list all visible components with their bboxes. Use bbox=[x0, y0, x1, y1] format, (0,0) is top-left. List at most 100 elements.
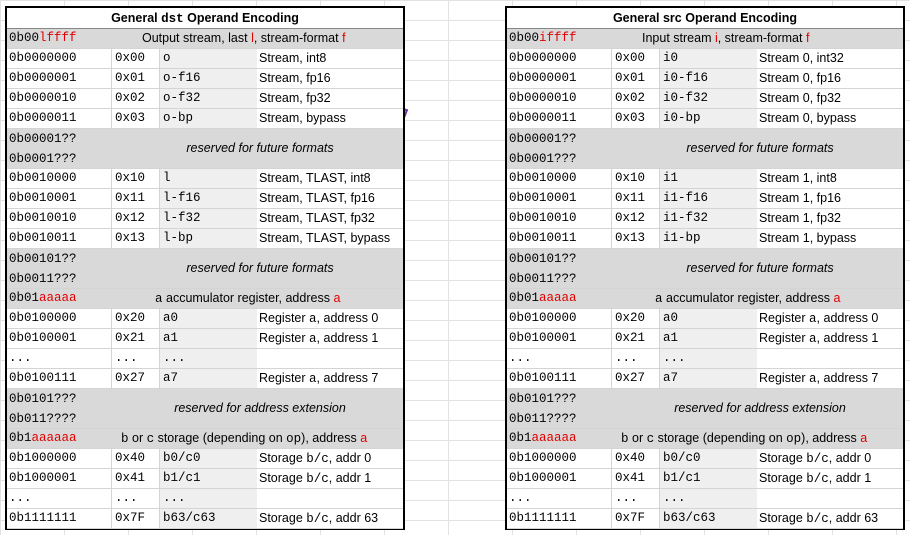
binary-code: ... bbox=[9, 491, 32, 505]
desc-text: , address 0 bbox=[316, 311, 379, 325]
binary-code: 0b0010001 bbox=[509, 191, 577, 205]
encoding-row: 0b1111111 0x7F b63/c63 Storage b/c, addr 63 bbox=[507, 509, 903, 529]
encoding-row: 0b0100000 0x20 a0 Register a, address 0 bbox=[507, 309, 903, 329]
desc-text: Storage bbox=[259, 471, 307, 485]
binary-code: 0b0010000 bbox=[509, 171, 577, 185]
hex-code: 0x7F bbox=[111, 509, 145, 528]
title-text: General bbox=[111, 11, 162, 25]
binary-code: 0b0100001 bbox=[509, 331, 577, 345]
desc-code: b bbox=[621, 432, 629, 446]
desc-code: b/c bbox=[306, 512, 329, 526]
desc-variable: a bbox=[333, 291, 341, 305]
description: Stream, TLAST, bypass bbox=[259, 231, 391, 245]
mnemonic: i0-bp bbox=[659, 109, 757, 128]
encoding-row: 0b0000000 0x00 i0 Stream 0, int32 bbox=[507, 49, 903, 69]
binary-code: 0b1000000 bbox=[9, 451, 77, 465]
desc-code: a bbox=[309, 312, 317, 326]
binary-code: 0b0000010 bbox=[509, 91, 577, 105]
desc-text: Register bbox=[259, 311, 310, 325]
description: Stream, TLAST, fp32 bbox=[259, 211, 375, 225]
mnemonic: i0 bbox=[659, 49, 757, 68]
binary-range: 0b011???? bbox=[9, 412, 77, 426]
binary-prefix: 0b01 bbox=[509, 291, 540, 305]
binary-code: 0b0000000 bbox=[9, 51, 77, 65]
desc-text: , addr 1 bbox=[328, 471, 372, 485]
title-text: General src Operand Encoding bbox=[612, 11, 798, 25]
desc-text: Storage bbox=[759, 471, 807, 485]
mnemonic: i1-bp bbox=[659, 229, 757, 248]
binary-range: 0b0001??? bbox=[9, 152, 77, 166]
mnemonic: o-f32 bbox=[159, 89, 257, 108]
description: Stream, bypass bbox=[259, 111, 346, 125]
binary-code: 0b0010001 bbox=[9, 191, 77, 205]
mnemonic: a7 bbox=[659, 369, 757, 388]
encoding-row: 0b1000001 0x41 b1/c1 Storage b/c, addr 1 bbox=[507, 469, 903, 489]
desc-text: , addr 1 bbox=[828, 471, 872, 485]
hex-code: 0x10 bbox=[111, 169, 145, 188]
encoding-row: 0b0100000 0x20 a0 Register a, address 0 bbox=[7, 309, 403, 329]
encoding-row: 0b0010011 0x13 l-bp Stream, TLAST, bypass bbox=[7, 229, 403, 249]
hex-code: 0x01 bbox=[111, 69, 145, 88]
binary-range: 0b0001??? bbox=[509, 152, 577, 166]
description: Stream 0, int32 bbox=[759, 51, 844, 65]
encoding-row: 0b0010010 0x12 i1-f32 Stream 1, fp32 bbox=[507, 209, 903, 229]
desc-text: Storage bbox=[759, 511, 807, 525]
binary-range: 0b00001?? bbox=[9, 132, 77, 146]
desc-text: Register bbox=[259, 371, 310, 385]
mnemonic: o bbox=[159, 49, 257, 68]
binary-code: 0b0000001 bbox=[9, 71, 77, 85]
desc-code: b/c bbox=[306, 452, 329, 466]
description: Stream 0, fp16 bbox=[759, 71, 841, 85]
binary-range: 0b011???? bbox=[509, 412, 577, 426]
header-description: a accumulator register, address a bbox=[155, 289, 340, 308]
binary-variable: aaaaa bbox=[539, 291, 577, 305]
desc-variable: a bbox=[360, 431, 368, 445]
description: Storage b/c, addr 63 bbox=[759, 509, 878, 528]
binary-code: 0b0000010 bbox=[9, 91, 77, 105]
reserved-row: 0b00001?? 0b0001??? reserved for future fo… bbox=[507, 129, 903, 169]
desc-text: , address 7 bbox=[816, 371, 879, 385]
encoding-row: 0b0100001 0x21 a1 Register a, address 1 bbox=[7, 329, 403, 349]
hex-code: 0x10 bbox=[611, 169, 645, 188]
binary-variable: aaaaaa bbox=[531, 431, 577, 445]
hex-code: 0x03 bbox=[111, 109, 145, 128]
mnemonic: b1/c1 bbox=[659, 469, 757, 488]
binary-code: 0b0010010 bbox=[9, 211, 77, 225]
mnemonic: i0-f16 bbox=[659, 69, 757, 88]
encoding-row: 0b0000001 0x01 o-f16 Stream, fp16 bbox=[7, 69, 403, 89]
desc-code: c bbox=[646, 432, 655, 446]
desc-text: Storage bbox=[259, 451, 307, 465]
reserved-row: 0b0101??? 0b011???? reserved for address e… bbox=[507, 389, 903, 429]
hex-code: 0x00 bbox=[111, 49, 145, 68]
binary-code: 0b0100001 bbox=[9, 331, 77, 345]
mnemonic: b63/c63 bbox=[159, 509, 257, 528]
desc-text: Output stream, last bbox=[142, 31, 252, 45]
description: Stream, TLAST, fp16 bbox=[259, 191, 375, 205]
binary-code: 0b1000001 bbox=[509, 471, 577, 485]
desc-text: , stream-format bbox=[253, 31, 343, 45]
desc-text: Register bbox=[759, 331, 810, 345]
binary-range: 0b0101??? bbox=[9, 392, 77, 406]
desc-code: b/c bbox=[806, 452, 829, 466]
dst-operand-table: General dst Operand Encoding 0b00lffff Out… bbox=[5, 6, 405, 530]
description: Register a, address 7 bbox=[759, 369, 878, 388]
description: Register a, address 1 bbox=[259, 329, 378, 348]
header-description: a accumulator register, address a bbox=[655, 289, 840, 308]
hex-code: 0x41 bbox=[611, 469, 645, 488]
description: Stream 0, fp32 bbox=[759, 91, 841, 105]
binary-code: ... bbox=[509, 351, 532, 365]
hex-code: ... bbox=[611, 489, 638, 508]
header-binary: 0b1aaaaaa bbox=[9, 429, 77, 448]
mnemonic: l-bp bbox=[159, 229, 257, 248]
desc-code: b/c bbox=[806, 512, 829, 526]
description: Storage b/c, addr 1 bbox=[259, 469, 371, 488]
desc-text: , addr 0 bbox=[328, 451, 372, 465]
hex-code: 0x11 bbox=[611, 189, 645, 208]
binary-prefix: 0b1 bbox=[9, 431, 32, 445]
description: Stream 0, bypass bbox=[759, 111, 857, 125]
encoding-row: ......... bbox=[507, 489, 903, 509]
hex-code: 0x01 bbox=[611, 69, 645, 88]
binary-code: 0b0010011 bbox=[9, 231, 77, 245]
encoding-row: 0b0000001 0x01 i0-f16 Stream 0, fp16 bbox=[507, 69, 903, 89]
binary-code: 0b1000001 bbox=[9, 471, 77, 485]
